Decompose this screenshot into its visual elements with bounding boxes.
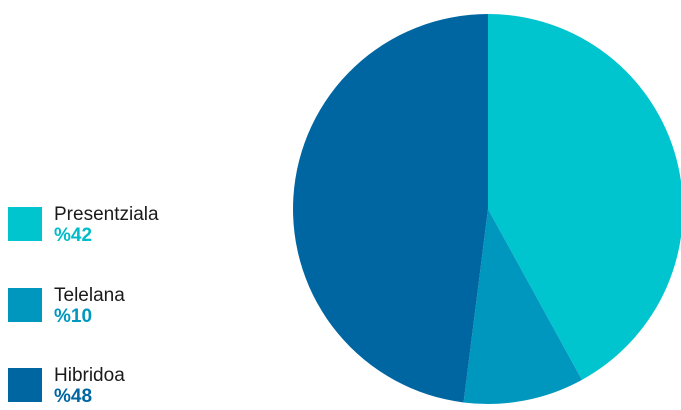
chart-legend: Presentziala %42 Telelana %10 Hibridoa %… (8, 0, 268, 407)
legend-label-telelana: Telelana (54, 285, 125, 306)
legend-item-telelana: Telelana %10 (8, 286, 258, 330)
legend-value-telelana: %10 (54, 306, 93, 327)
legend-label-presentziala: Presentziala (54, 204, 159, 225)
pie-slice-presentziala (488, 14, 681, 380)
legend-swatch-telelana (8, 288, 42, 322)
pie-slice-telelana (463, 209, 582, 404)
pie-slice-hibridoa (293, 14, 488, 403)
legend-swatch-hibridoa (8, 368, 42, 402)
legend-item-hibridoa: Hibridoa %48 (8, 366, 258, 410)
legend-label-hibridoa: Hibridoa (54, 365, 125, 386)
legend-swatch-presentziala (8, 207, 42, 241)
legend-value-presentziala: %42 (54, 225, 93, 246)
legend-value-hibridoa: %48 (54, 386, 93, 407)
legend-item-presentziala: Presentziala %42 (8, 205, 258, 249)
